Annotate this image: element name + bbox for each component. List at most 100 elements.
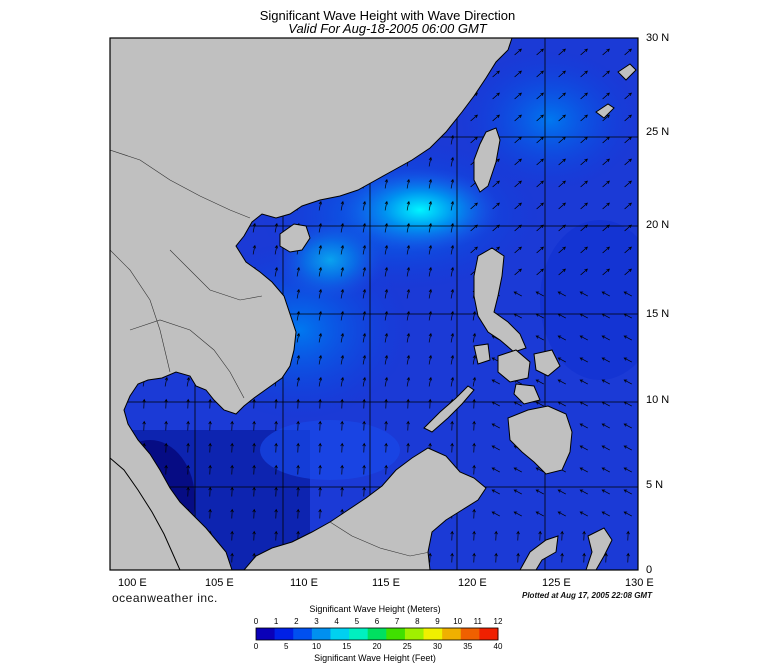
wave-arrow [296,420,300,431]
wave-arrow [406,398,410,409]
wave-arrow [601,291,610,297]
wave-arrow [296,486,300,497]
wave-arrow [472,552,476,563]
legend-meters-tick: 11 [473,617,482,626]
wave-arrow [450,178,455,189]
wave-arrow [535,401,544,407]
wave-arrow [513,511,522,517]
wave-arrow [580,136,588,144]
wave-arrow [428,178,433,189]
wave-arrow [450,332,455,343]
sumatra-edge [110,457,181,570]
wave-arrow [492,202,500,210]
wave-arrow [602,224,610,232]
legend-meters-tick: 9 [435,617,440,626]
wave-arrow [450,266,455,277]
wave-arrow [580,70,588,78]
wave-arrow [296,332,301,343]
legend-meters-tick: 6 [374,617,380,626]
wave-arrow [624,246,632,254]
lon-label-115: 115 E [372,577,400,589]
wave-arrow [362,266,367,277]
wave-arrow [472,508,476,519]
wave-arrow [580,92,588,100]
wave-arrow [340,332,345,343]
wave-arrow [340,266,345,277]
wave-arrow [318,354,323,365]
wave-arrow [623,467,632,473]
wave-arrow [623,423,632,429]
wave-arrow [406,178,411,189]
map-subtitle: Valid For Aug-18-2005 06:00 GMT [288,21,487,36]
wave-arrow [318,398,322,409]
wave-arrow [624,202,632,210]
wave-arrow [362,376,367,387]
luzon-island [473,247,527,353]
wave-arrow [491,401,500,407]
wave-arrow [450,156,455,167]
wave-arrow [142,420,146,431]
wave-arrow [558,180,566,188]
country-borders [110,149,431,557]
wave-arrow [362,310,367,321]
wave-arrow [558,92,566,100]
wave-arrow [252,398,256,409]
wave-arrow [450,200,455,211]
wave-arrow [450,310,455,321]
wave-arrow [579,291,588,297]
wave-arrow [514,48,522,56]
wave-arrow [514,202,522,210]
wave-arrow [406,310,411,321]
wave-arrow [428,222,433,233]
wave-arrow [492,70,500,78]
wave-arrow [623,379,632,385]
wave-arrow [362,200,367,211]
wave-arrow [491,445,500,451]
wave-arrow [406,354,411,365]
wave-arrow [450,530,454,541]
wave-arrow [340,464,344,475]
wave-arrow [580,180,588,188]
wave-arrow [164,420,168,431]
wave-arrow [579,511,588,517]
wave-arrow [428,332,433,343]
wave-arrow [604,552,608,563]
wave-arrow [472,354,477,365]
wave-arrow [186,376,191,387]
wave-arrow [536,92,544,100]
wave-arrow [580,268,588,276]
wave-arrow [470,202,478,210]
wave-arrow [601,313,610,319]
wave-arrow [470,224,478,232]
wave-arrow [230,464,234,475]
wave-arrow [384,398,388,409]
wave-arrow [601,357,610,363]
wave-arrow [450,354,455,365]
wave-arrow [428,266,433,277]
wave-arrow [252,508,256,519]
wave-arrow [318,464,322,475]
wave-arrow [428,156,433,167]
wave-arrow [450,222,455,233]
wave-arrow [557,401,566,407]
wave-arrow [491,511,500,517]
lat-label-15: 15 N [646,308,670,320]
wave-arrow [296,464,300,475]
wave-arrow [558,246,566,254]
wave-arrow [494,552,498,563]
wave-arrow [274,244,279,255]
wave-arrow [406,222,411,233]
wave-arrow [362,332,367,343]
wave-arrow [164,376,169,387]
wave-arrow [296,442,300,453]
legend-meters-tick: 12 [493,617,503,626]
wave-arrow [362,464,366,475]
ryukyu-islands [595,63,637,119]
wave-arrow [623,357,632,363]
wave-arrow [536,48,544,56]
wave-arrow [384,178,389,189]
wave-arrow [384,332,389,343]
wave-arrow [470,246,478,254]
wave-arrow [472,420,476,431]
wave-arrow [230,530,234,541]
